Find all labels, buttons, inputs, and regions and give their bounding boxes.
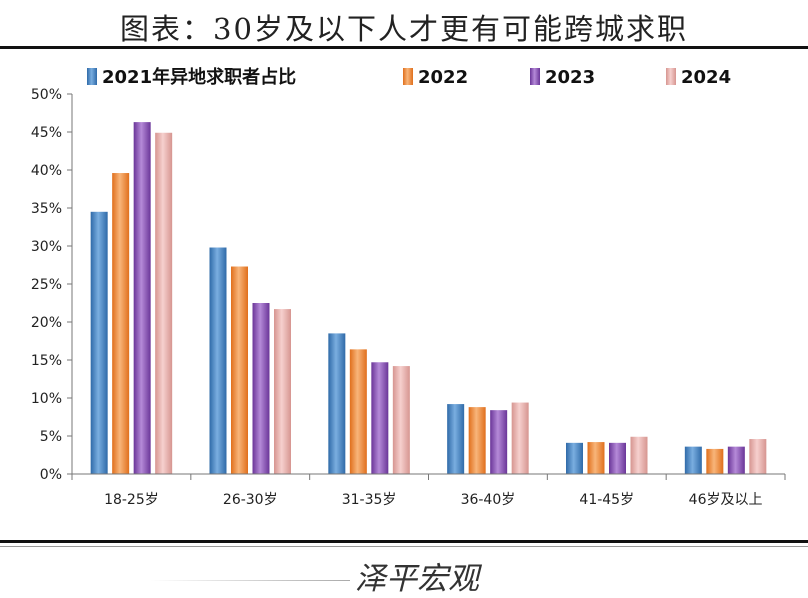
legend-label-s2022: 2022 [418, 67, 468, 88]
bar-s2022-5 [706, 448, 724, 474]
bar-s2024-0 [155, 132, 173, 474]
source-label: 泽平宏观 [355, 561, 479, 597]
bar-s2022-4 [587, 442, 605, 474]
bar-s2022-0 [112, 173, 130, 474]
y-tick-label: 30% [31, 239, 62, 255]
legend-swatch-s2021 [87, 68, 97, 85]
bar-s2022-1 [231, 266, 248, 474]
page-title: 图表：30岁及以下人才更有可能跨城求职 [120, 12, 688, 46]
chart-legend: 2021年异地求职者占比 2022 2023 2024 [87, 66, 731, 88]
bar-s2023-3 [490, 410, 508, 474]
x-category-label: 31-35岁 [342, 492, 397, 508]
legend-label-s2024: 2024 [681, 67, 731, 88]
bar-s2024-1 [274, 309, 291, 474]
bar-s2023-2 [371, 362, 389, 474]
bar-s2024-4 [630, 436, 648, 474]
bar-s2023-4 [609, 442, 626, 474]
bar-s2023-0 [133, 122, 151, 475]
footer-divider-thin [0, 546, 808, 547]
legend-label-s2023: 2023 [545, 67, 595, 88]
bar-s2023-1 [252, 303, 270, 474]
y-tick-label: 25% [31, 277, 62, 293]
bar-s2021-3 [447, 404, 465, 474]
bar-chart: 2021年异地求职者占比 2022 2023 2024 0% 5% 10% 15% 20% 25… [31, 66, 786, 508]
bar-s2021-2 [328, 333, 346, 474]
bar-s2024-5 [749, 439, 767, 474]
bar-s2023-5 [727, 446, 745, 474]
bar-s2022-3 [468, 407, 486, 474]
footer-divider [0, 540, 808, 543]
legend-swatch-s2024 [666, 68, 676, 85]
bar-s2022-2 [349, 349, 367, 474]
bar-s2021-4 [566, 442, 583, 474]
x-category-label: 41-45岁 [579, 492, 634, 508]
y-tick-label: 40% [31, 163, 62, 179]
y-axis: 0% 5% 10% 15% 20% 25% 30% 35% 40% 45% 50% [31, 87, 73, 483]
y-tick-label: 0% [40, 467, 62, 483]
source-underline [150, 580, 350, 581]
bar-s2021-5 [684, 446, 702, 474]
legend-label-s2021: 2021年异地求职者占比 [102, 66, 296, 88]
bar-s2021-0 [90, 211, 108, 475]
y-tick-label: 35% [31, 201, 62, 217]
bar-s2024-3 [511, 402, 529, 474]
y-tick-label: 10% [31, 391, 62, 407]
y-tick-label: 20% [31, 315, 62, 331]
bar-s2021-1 [209, 247, 227, 474]
y-tick-label: 15% [31, 353, 62, 369]
x-category-label: 36-40岁 [461, 492, 516, 508]
y-tick-label: 5% [40, 429, 62, 445]
y-tick-label: 45% [31, 125, 62, 141]
x-axis: 18-25岁 26-30岁 31-35岁 36-40岁 41-45岁 46岁及以上 [71, 473, 786, 508]
x-category-label: 18-25岁 [104, 492, 159, 508]
legend-swatch-s2022 [403, 68, 413, 85]
legend-swatch-s2023 [530, 68, 540, 85]
title-divider [0, 46, 808, 49]
bar-s2024-2 [392, 366, 410, 474]
x-category-label: 26-30岁 [223, 492, 278, 508]
bars-group [90, 122, 767, 475]
x-category-label: 46岁及以上 [689, 492, 763, 508]
y-tick-label: 50% [31, 87, 62, 103]
